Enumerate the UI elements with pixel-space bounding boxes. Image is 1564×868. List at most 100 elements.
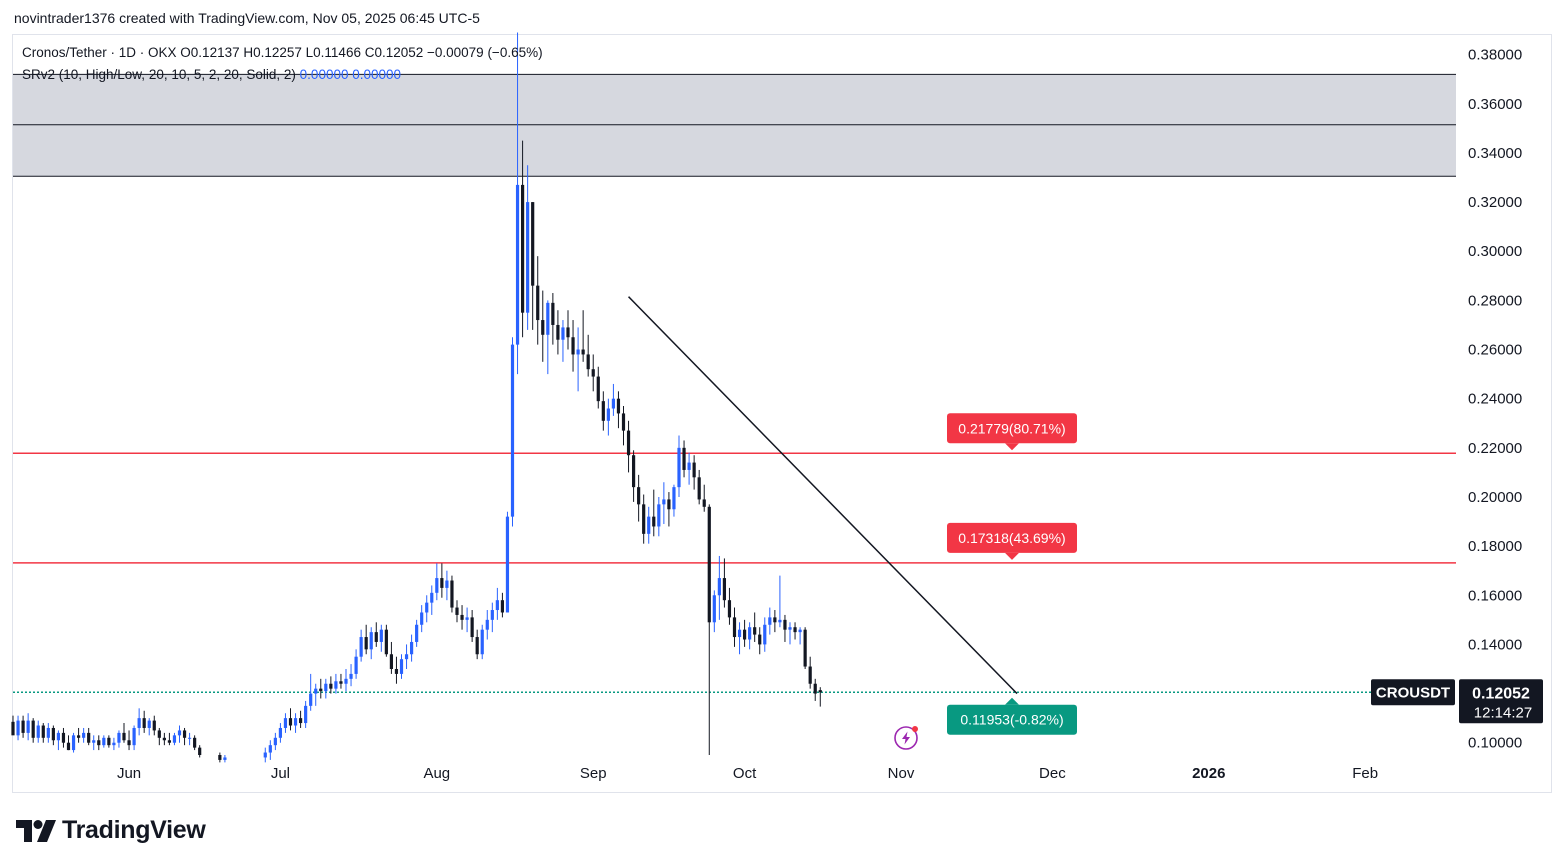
bearish-candle[interactable] [727, 587, 732, 625]
bullish-candle[interactable] [172, 732, 177, 746]
bearish-candle[interactable] [455, 600, 459, 623]
bullish-candle[interactable] [56, 730, 61, 751]
bullish-candle[interactable] [420, 605, 424, 633]
bullish-candle[interactable] [309, 673, 313, 711]
bearish-candle[interactable] [773, 610, 777, 633]
bearish-candle[interactable] [193, 735, 197, 751]
bullish-candle[interactable] [712, 590, 716, 633]
bullish-candle[interactable] [223, 755, 227, 763]
bearish-candle[interactable] [87, 727, 91, 746]
bearish-candle[interactable] [596, 366, 600, 409]
price-target-label[interactable]: 0.17318(43.69%) [947, 522, 1077, 560]
bullish-candle[interactable] [606, 398, 610, 436]
bearish-candle[interactable] [374, 622, 378, 647]
bullish-candle[interactable] [430, 585, 434, 615]
bullish-candle[interactable] [112, 737, 116, 751]
bearish-candle[interactable] [631, 450, 636, 502]
bullish-candle[interactable] [485, 610, 489, 640]
bearish-candle[interactable] [384, 624, 388, 657]
bullish-candle[interactable] [526, 165, 530, 330]
bearish-candle[interactable] [682, 440, 686, 478]
bearish-candle[interactable] [329, 676, 333, 694]
legend-indicator[interactable]: SRv2 (10, High/Low, 20, 10, 5, 2, 20, So… [22, 67, 401, 82]
bearish-candle[interactable] [637, 474, 641, 522]
bearish-candle[interactable] [520, 140, 525, 338]
bearish-candle[interactable] [61, 727, 66, 748]
bullish-candle[interactable] [687, 452, 691, 485]
bearish-candle[interactable] [722, 558, 727, 608]
bearish-candle[interactable] [97, 735, 101, 751]
bearish-candle[interactable] [556, 310, 560, 355]
bearish-candle[interactable] [450, 575, 454, 613]
price-target-label[interactable]: 0.21779(80.71%) [947, 413, 1077, 451]
bearish-candle[interactable] [157, 727, 161, 746]
bullish-candle[interactable] [263, 747, 267, 763]
bullish-candle[interactable] [273, 732, 277, 751]
bearish-candle[interactable] [394, 656, 399, 684]
bearish-candle[interactable] [389, 641, 394, 674]
bullish-candle[interactable] [344, 668, 348, 692]
bullish-candle[interactable] [92, 735, 96, 751]
bearish-candle[interactable] [536, 256, 540, 345]
bearish-candle[interactable] [758, 627, 762, 655]
bullish-candle[interactable] [399, 654, 404, 679]
bullish-candle[interactable] [763, 617, 767, 652]
bullish-candle[interactable] [187, 732, 192, 746]
bullish-candle[interactable] [561, 320, 565, 362]
bullish-candle[interactable] [71, 732, 76, 753]
bearish-candle[interactable] [127, 730, 131, 751]
bullish-candle[interactable] [26, 713, 30, 741]
bearish-candle[interactable] [803, 627, 807, 669]
descending-trendline[interactable] [628, 296, 1018, 695]
bullish-candle[interactable] [293, 713, 298, 733]
lightning-bolt-icon[interactable] [894, 726, 918, 750]
bearish-candle[interactable] [621, 406, 626, 446]
bearish-candle[interactable] [167, 732, 172, 746]
bullish-candle[interactable] [465, 607, 469, 633]
bearish-candle[interactable] [500, 592, 505, 618]
bullish-candle[interactable] [717, 555, 721, 620]
bearish-candle[interactable] [142, 710, 146, 733]
bearish-candle[interactable] [541, 290, 545, 362]
bullish-candle[interactable] [672, 484, 676, 517]
bearish-candle[interactable] [152, 715, 156, 736]
bullish-candle[interactable] [647, 506, 651, 544]
bullish-candle[interactable] [435, 563, 439, 601]
bullish-candle[interactable] [102, 735, 106, 748]
bearish-candle[interactable] [586, 334, 590, 377]
bearish-candle[interactable] [298, 710, 303, 728]
bullish-candle[interactable] [117, 730, 121, 748]
bearish-candle[interactable] [707, 504, 711, 755]
bearish-candle[interactable] [601, 391, 605, 431]
bullish-candle[interactable] [137, 708, 141, 736]
bearish-candle[interactable] [198, 745, 202, 758]
bullish-candle[interactable] [314, 683, 318, 706]
bullish-candle[interactable] [445, 570, 449, 601]
bearish-candle[interactable] [667, 492, 671, 527]
bearish-candle[interactable] [218, 752, 222, 763]
tradingview-brand[interactable]: TradingView [16, 816, 206, 845]
bearish-candle[interactable] [783, 614, 787, 642]
bullish-candle[interactable] [662, 482, 666, 525]
bullish-candle[interactable] [510, 337, 515, 527]
bearish-candle[interactable] [339, 673, 343, 689]
bullish-candle[interactable] [278, 723, 283, 743]
bearish-candle[interactable] [470, 610, 474, 642]
bullish-candle[interactable] [147, 718, 151, 736]
bullish-candle[interactable] [36, 720, 40, 743]
bullish-candle[interactable] [283, 713, 288, 733]
bearish-candle[interactable] [818, 687, 822, 707]
bullish-candle[interactable] [177, 725, 182, 743]
bearish-candle[interactable] [21, 715, 25, 738]
bearish-candle[interactable] [66, 735, 71, 751]
bearish-candle[interactable] [182, 727, 187, 746]
bearish-candle[interactable] [692, 455, 696, 490]
bearish-candle[interactable] [732, 607, 737, 647]
bullish-candle[interactable] [778, 575, 782, 628]
bullish-candle[interactable] [490, 602, 494, 633]
bearish-candle[interactable] [697, 469, 701, 505]
bearish-candle[interactable] [571, 320, 575, 372]
bullish-candle[interactable] [132, 725, 136, 751]
bullish-candle[interactable] [495, 587, 499, 620]
